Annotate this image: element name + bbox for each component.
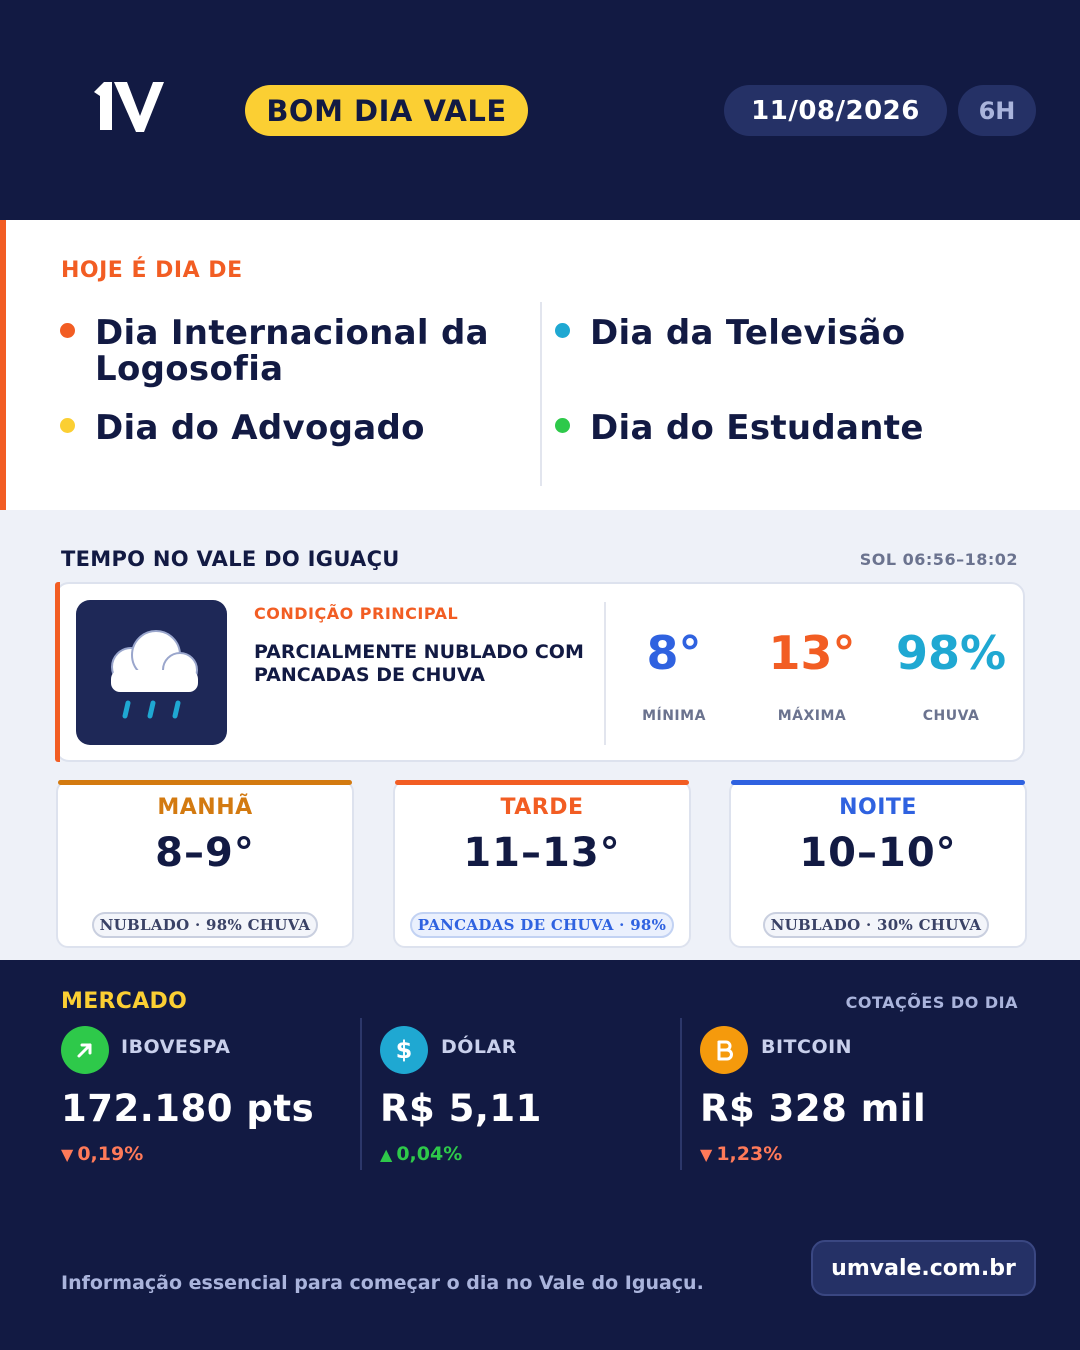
trend-up-icon xyxy=(61,1026,109,1074)
period-summary-pill: NUBLADO · 30% CHUVA xyxy=(763,912,989,938)
column-divider xyxy=(540,302,542,486)
market-value: 172.180 pts xyxy=(61,1087,315,1130)
period-name: TARDE xyxy=(500,795,584,820)
market-value: R$ 328 mil xyxy=(700,1087,927,1130)
market-change-value: 0,04% xyxy=(396,1143,463,1165)
period-temp: 8–9° xyxy=(155,830,255,876)
day-item: Dia do Advogado xyxy=(95,408,425,448)
market-name: IBOVESPA xyxy=(121,1036,231,1058)
bitcoin-icon xyxy=(700,1026,748,1074)
days-heading: HOJE É DIA DE xyxy=(61,258,243,283)
rain-chance-value: 98% xyxy=(895,626,1007,680)
market-divider xyxy=(680,1018,682,1170)
period-name: NOITE xyxy=(839,795,917,820)
condition-text: PARCIALMENTE NUBLADO COM PANCADAS DE CHU… xyxy=(254,641,584,686)
market-title: MERCADO xyxy=(61,989,188,1014)
period-accent-bar xyxy=(58,780,352,785)
day-bullet-icon xyxy=(555,418,570,433)
day-item: Dia da Televisão xyxy=(590,313,906,353)
market-change-value: 0,19% xyxy=(77,1143,144,1165)
arrow-down-icon: ▼ xyxy=(700,1144,713,1164)
market-change: ▼ 0,19% xyxy=(61,1143,143,1165)
period-accent-bar xyxy=(395,780,689,785)
min-temp-label: MÍNIMA xyxy=(642,708,706,724)
rain-cloud-icon xyxy=(76,600,227,745)
max-temp-label: MÁXIMA xyxy=(777,708,847,724)
brand-logo xyxy=(92,78,166,134)
market-value: R$ 5,11 xyxy=(380,1087,542,1130)
sunrise-sunset: SOL 06:56–18:02 xyxy=(859,550,1018,569)
min-temp-value: 8° xyxy=(646,626,702,680)
market-change: ▲ 0,04% xyxy=(380,1143,462,1165)
weather-title: TEMPO NO VALE DO IGUAÇU xyxy=(61,547,400,571)
card-divider xyxy=(604,602,606,745)
website-link[interactable]: umvale.com.br xyxy=(811,1240,1036,1296)
market-name: DÓLAR xyxy=(441,1036,517,1058)
max-temp-value: 13° xyxy=(768,626,856,680)
period-summary-pill: NUBLADO · 98% CHUVA xyxy=(92,912,318,938)
footer-tagline: Informação essencial para começar o dia … xyxy=(61,1272,704,1294)
arrow-down-icon: ▼ xyxy=(61,1144,74,1164)
section-accent-bar xyxy=(0,220,6,510)
dollar-icon: $ xyxy=(380,1026,428,1074)
market-change-value: 1,23% xyxy=(716,1143,783,1165)
market-divider xyxy=(360,1018,362,1170)
card-accent-bar xyxy=(55,582,60,762)
period-temp: 11–13° xyxy=(463,830,621,876)
day-item: Dia Internacional da Logosofia xyxy=(95,313,489,389)
period-accent-bar xyxy=(731,780,1025,785)
period-name: MANHÃ xyxy=(157,795,253,820)
day-bullet-icon xyxy=(555,323,570,338)
market-change: ▼ 1,23% xyxy=(700,1143,782,1165)
condition-label: CONDIÇÃO PRINCIPAL xyxy=(254,604,459,623)
day-item: Dia do Estudante xyxy=(590,408,924,448)
date-pill: 11/08/2026 xyxy=(724,85,947,136)
day-bullet-icon xyxy=(60,323,75,338)
period-summary-pill: PANCADAS DE CHUVA · 98% xyxy=(410,912,674,938)
edition-pill: 6H xyxy=(958,85,1036,136)
program-badge: BOM DIA VALE xyxy=(245,85,528,136)
arrow-up-icon: ▲ xyxy=(380,1144,393,1164)
rain-chance-label: CHUVA xyxy=(922,708,980,724)
market-subtitle: COTAÇÕES DO DIA xyxy=(845,993,1018,1012)
period-temp: 10–10° xyxy=(799,830,957,876)
day-bullet-icon xyxy=(60,418,75,433)
market-name: BITCOIN xyxy=(761,1036,853,1058)
